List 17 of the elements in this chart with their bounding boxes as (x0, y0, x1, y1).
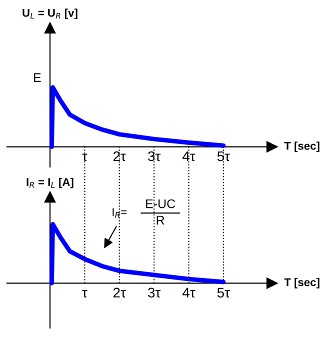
x-axis-title: T [sec] (284, 142, 320, 152)
x-tick-label: 4τ (182, 151, 196, 162)
x-tick-label: 4τ (182, 288, 196, 298)
y-axis-title: U$_{L}$ = U$_{R}$ [v] (22, 8, 78, 20)
annotation: E (34, 73, 41, 82)
x-tick-label: 5τ (217, 288, 230, 298)
y-axis-title: I$_{R}$ = I$_{L}$ [A] (26, 178, 74, 188)
x-tick-label: 3τ (148, 288, 161, 298)
annotation: R (156, 216, 164, 224)
text: E-UC (146, 199, 176, 208)
x-tick-label: 2τ (113, 288, 126, 298)
x-axis-title: T [sec] (284, 278, 320, 288)
x-tick-label: τ (82, 290, 88, 298)
x-tick-label: 5τ (217, 151, 230, 162)
x-tick-label: 3τ (148, 151, 161, 162)
text: I$_{R}$= (112, 208, 126, 218)
x-tick-label: 2τ (113, 151, 126, 162)
